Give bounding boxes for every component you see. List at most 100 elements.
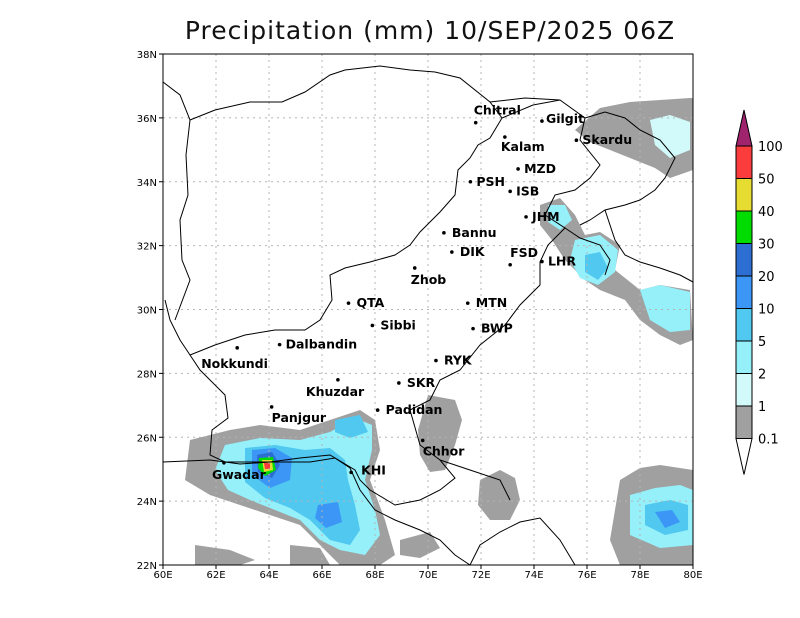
gujarat-coast	[469, 517, 576, 565]
colorbar-swatch	[735, 405, 753, 439]
x-tick-label: 78E	[630, 570, 649, 581]
city-label: Kalam	[501, 139, 545, 154]
city-marker	[346, 301, 351, 305]
city-marker	[397, 381, 401, 385]
city-label: RYK	[444, 353, 473, 368]
precip-area-2mm-right	[640, 285, 690, 332]
city-marker	[468, 179, 473, 184]
y-tick-label: 30N	[137, 306, 157, 317]
city-marker	[503, 135, 507, 139]
city-label: Gilgit	[546, 111, 584, 126]
colorbar-label: 0.1	[758, 433, 779, 448]
city-marker	[434, 358, 438, 363]
afghan-upper-border	[189, 65, 503, 121]
x-tick-label: 80E	[683, 570, 702, 581]
city-marker	[235, 346, 239, 350]
india-inner-border	[439, 459, 511, 501]
x-tick-label: 64E	[259, 570, 278, 581]
city-label: Bannu	[452, 225, 497, 240]
city-marker	[269, 405, 274, 409]
city-marker	[370, 323, 375, 328]
city-marker	[508, 262, 512, 267]
colorbar-bottom-arrow	[735, 438, 753, 475]
city-label: FSD	[510, 245, 538, 260]
y-tick-label: 24N	[137, 497, 157, 508]
city-label: Gwadar	[212, 467, 267, 482]
city-marker	[508, 189, 512, 194]
city-marker	[574, 138, 579, 143]
city-marker	[420, 438, 425, 443]
city-marker	[471, 326, 475, 331]
precip-area-10mm-karachi	[315, 502, 342, 528]
colorbar-swatch	[735, 210, 753, 244]
colorbar-top-arrow	[735, 109, 753, 147]
colorbar-label: 10	[758, 303, 775, 318]
y-tick-label: 36N	[137, 114, 157, 125]
city-marker	[412, 266, 417, 270]
precip-area-coast3-grey	[400, 532, 440, 558]
x-tick-label: 68E	[365, 570, 384, 581]
coastline	[163, 457, 471, 565]
loc-line	[564, 227, 611, 276]
precip-area-mid-grey	[418, 395, 462, 472]
city-label: BWP	[481, 321, 513, 336]
iran-afghan-border	[164, 299, 191, 356]
city-marker	[277, 342, 282, 347]
city-marker	[222, 461, 226, 465]
precip-area-coast-grey	[195, 545, 255, 565]
y-tick-label: 34N	[137, 178, 157, 189]
colorbar-label: 5	[758, 335, 766, 350]
precip-area-10mm-se	[655, 510, 680, 528]
colorbar-label: 40	[758, 205, 775, 220]
colorbar-swatch	[735, 373, 753, 407]
colorbar-swatch	[735, 178, 753, 212]
city-marker	[442, 231, 446, 235]
precip-area-50mm	[264, 463, 270, 469]
x-tick-label: 74E	[524, 570, 543, 581]
city-label: ISB	[516, 183, 539, 198]
colorbar-swatch	[735, 243, 753, 277]
precip-field	[185, 98, 693, 565]
precip-area-5mm-east	[335, 415, 368, 438]
y-tick-label: 28N	[137, 369, 157, 380]
colorbar-swatch	[735, 275, 753, 309]
city-label: DIK	[460, 244, 486, 259]
city-label: Chhor	[423, 443, 466, 458]
city-label: Skardu	[582, 132, 632, 147]
city-label: Zhob	[411, 272, 447, 287]
y-tick-label: 26N	[137, 433, 157, 444]
city-marker	[349, 470, 353, 475]
precip-area-1mm-north	[650, 115, 690, 158]
precip-area-5mm-jammu	[585, 252, 608, 280]
city-label: SKR	[407, 375, 436, 390]
colorbar-label: 50	[758, 173, 775, 188]
colorbar-label: 1	[758, 400, 766, 415]
city-marker	[465, 301, 470, 305]
city-marker	[336, 377, 340, 382]
axis-ticks: 60E 62E 64E 66E 68E 70E 72E 74E 76E 78E 80E 22N 24N 2…	[137, 50, 703, 581]
colorbar-swatch	[735, 340, 753, 374]
y-tick-label: 38N	[137, 50, 157, 61]
precip-area-coast2-grey	[290, 545, 330, 565]
colorbar-label: 100	[758, 140, 783, 155]
city-marker	[375, 408, 380, 412]
precip-area-2mm-kashmir	[548, 205, 572, 230]
afghan-north-border	[163, 81, 191, 321]
city-marker	[516, 167, 520, 171]
colorbar-swatch	[735, 145, 753, 179]
borders	[163, 65, 693, 565]
city-marker	[524, 215, 528, 219]
city-label: MZD	[524, 161, 556, 176]
city-label: Dalbandin	[286, 337, 358, 352]
city-label: Sibbi	[380, 317, 415, 332]
colorbar-label: 30	[758, 238, 775, 253]
city-label: Padidan	[386, 402, 443, 417]
x-tick-label: 70E	[418, 570, 437, 581]
x-tick-label: 62E	[206, 570, 225, 581]
city-marker	[450, 250, 454, 254]
india-nepal-line	[604, 209, 693, 283]
city-label: Panjgur	[272, 410, 327, 425]
map-title: Precipitation (mm) 10/SEP/2025 06Z	[184, 16, 676, 45]
